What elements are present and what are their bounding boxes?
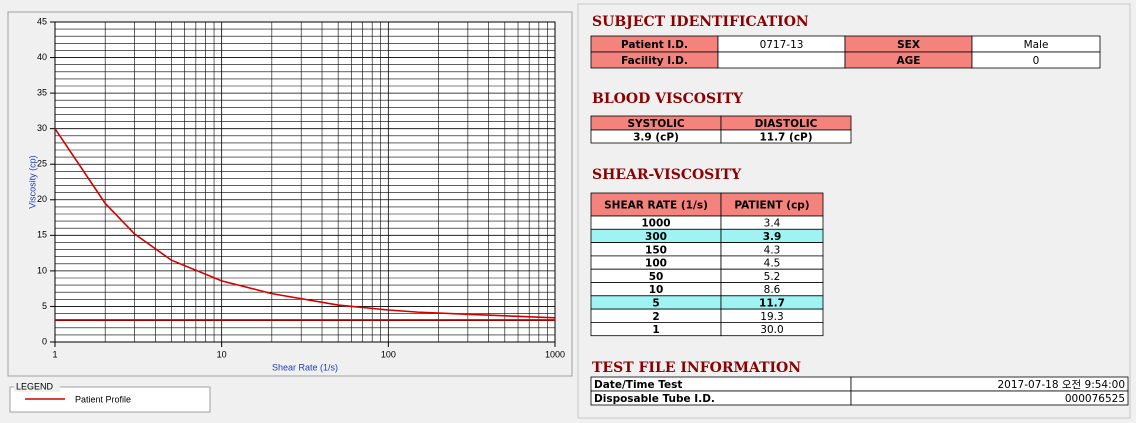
cell-text: 3.9 (cP) — [633, 132, 679, 144]
table-cell — [720, 129, 852, 144]
y-tick-label: 30 — [37, 123, 47, 133]
cell-text: Patient I.D. — [621, 39, 688, 51]
y-tick-label: 15 — [37, 230, 47, 240]
x-tick-label: 1000 — [545, 349, 565, 359]
table-cell — [971, 51, 1101, 69]
table-cell — [720, 321, 824, 337]
y-tick-label: 25 — [37, 159, 47, 169]
cell-text: 100 — [645, 258, 667, 270]
table-cell — [850, 390, 1129, 406]
cell-text: 2 — [652, 311, 659, 323]
plot-area — [54, 21, 556, 343]
cell-text: 19.3 — [760, 311, 783, 323]
y-tick-label: 10 — [37, 265, 47, 275]
section-title: SHEAR-VISCOSITY — [592, 167, 742, 183]
y-axis-label: Viscosity (cp) — [27, 155, 37, 208]
cell-text: 2017-07-18 오전 9:54:00 — [998, 379, 1126, 391]
cell-text: 0 — [1033, 55, 1040, 67]
cell-text: Date/Time Test — [594, 379, 682, 391]
cell-text: 000076525 — [1065, 393, 1125, 405]
y-tick-label: 0 — [42, 336, 47, 346]
cell-text: 30.0 — [760, 324, 783, 336]
legend-caption-bg — [14, 381, 60, 392]
cell-text: 5.2 — [764, 271, 781, 283]
cell-text: SEX — [897, 39, 920, 51]
cell-text: 3.9 — [763, 231, 782, 243]
cell-text: DIASTOLIC — [755, 118, 818, 130]
cell-text: 0717-13 — [760, 39, 804, 51]
cell-text: PATIENT (cp) — [734, 200, 809, 212]
cell-text: 1 — [652, 324, 659, 336]
cell-text: SYSTOLIC — [627, 118, 684, 130]
cell-text: SHEAR RATE (1/s) — [604, 200, 708, 212]
y-tick-label: 35 — [37, 87, 47, 97]
cell-text: Disposable Tube I.D. — [594, 393, 715, 405]
y-tick-label: 5 — [42, 301, 47, 311]
cell-text: 300 — [645, 231, 667, 243]
cell-text: 5 — [652, 297, 659, 309]
x-tick-label: 100 — [381, 349, 396, 359]
legend-label: Patient Profile — [75, 394, 131, 404]
x-tick-label: 10 — [217, 349, 227, 359]
y-tick-label: 40 — [37, 52, 47, 62]
y-tick-label: 45 — [37, 16, 47, 26]
cell-text: 11.7 — [759, 297, 785, 309]
section-title: TEST FILE INFORMATION — [592, 360, 801, 376]
cell-text: 8.6 — [764, 284, 781, 296]
info-panel — [577, 3, 1131, 419]
x-tick-label: 1 — [52, 349, 57, 359]
series-line — [54, 128, 556, 319]
cell-text: 4.5 — [764, 258, 781, 270]
cell-text: 3.4 — [764, 218, 781, 230]
cell-text: 1000 — [641, 218, 670, 230]
cell-text: 150 — [645, 244, 667, 256]
y-tick-label: 20 — [37, 194, 47, 204]
cell-text: Male — [1024, 39, 1049, 51]
cell-text: Facility I.D. — [621, 55, 688, 67]
legend-title: LEGEND — [16, 381, 54, 391]
cell-text: 10 — [649, 284, 664, 296]
section-title: SUBJECT IDENTIFICATION — [592, 14, 809, 30]
section-title: BLOOD VISCOSITY — [592, 91, 744, 107]
cell-text: 50 — [649, 271, 664, 283]
table-cell — [717, 51, 846, 69]
cell-text: AGE — [897, 55, 921, 67]
cell-text: 11.7 (cP) — [759, 132, 812, 144]
x-axis-label: Shear Rate (1/s) — [272, 362, 338, 372]
cell-text: 4.3 — [764, 244, 781, 256]
